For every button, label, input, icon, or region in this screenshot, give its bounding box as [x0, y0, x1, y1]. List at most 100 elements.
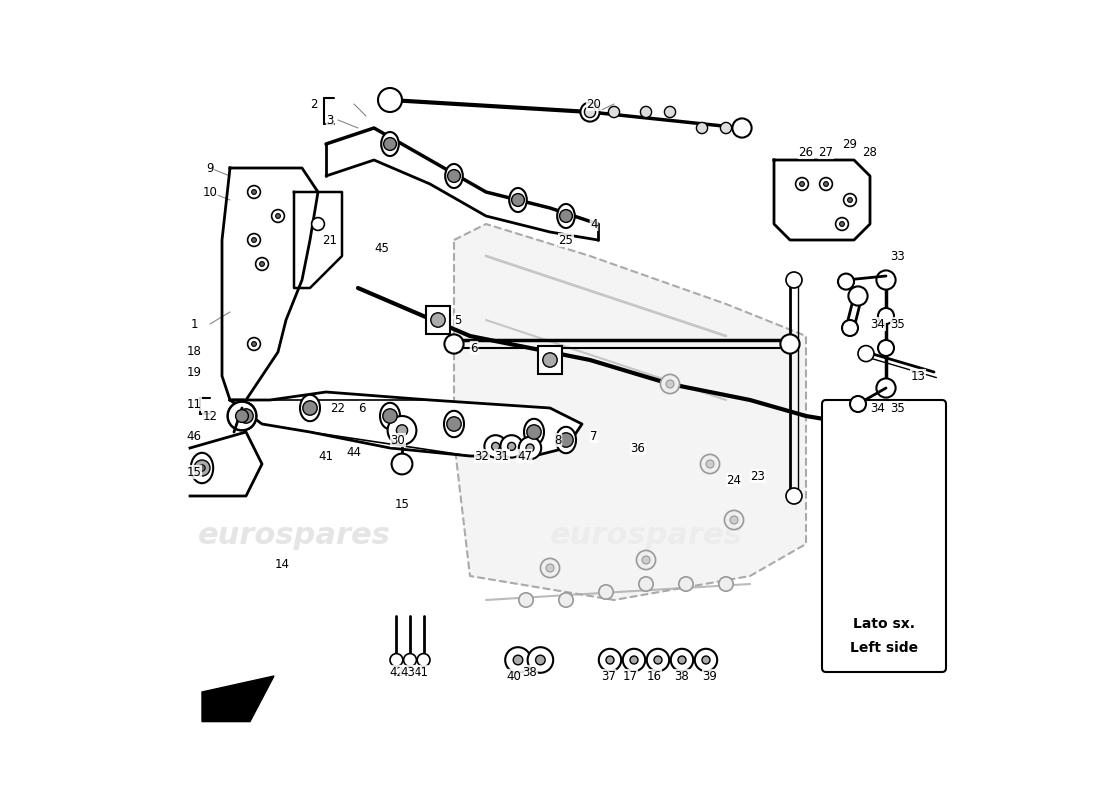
Text: 23: 23 [750, 470, 766, 482]
Circle shape [228, 402, 256, 430]
Circle shape [786, 272, 802, 288]
Text: 12: 12 [202, 410, 218, 422]
FancyBboxPatch shape [822, 400, 946, 672]
Text: 38: 38 [522, 666, 538, 678]
Circle shape [730, 516, 738, 524]
Bar [538, 346, 562, 374]
Circle shape [666, 380, 674, 388]
Ellipse shape [446, 164, 463, 188]
Circle shape [519, 437, 541, 459]
Circle shape [842, 320, 858, 336]
Circle shape [795, 178, 808, 190]
Ellipse shape [509, 188, 527, 212]
Text: 39: 39 [703, 670, 717, 682]
Circle shape [507, 442, 516, 450]
Circle shape [660, 374, 680, 394]
Circle shape [671, 649, 693, 671]
Text: 26: 26 [799, 146, 814, 158]
Text: 19: 19 [187, 366, 201, 378]
Circle shape [248, 338, 261, 350]
Circle shape [630, 656, 638, 664]
Circle shape [695, 649, 717, 671]
Circle shape [392, 454, 412, 474]
Text: 4: 4 [591, 218, 597, 230]
Circle shape [260, 262, 264, 266]
Text: 38: 38 [674, 670, 690, 682]
Circle shape [654, 656, 662, 664]
Circle shape [252, 342, 256, 346]
Circle shape [396, 425, 408, 436]
Text: 6: 6 [359, 402, 365, 414]
Polygon shape [222, 168, 318, 400]
Text: 41: 41 [319, 450, 333, 462]
Circle shape [239, 409, 253, 423]
Text: 42: 42 [389, 666, 404, 678]
Circle shape [505, 647, 531, 673]
Circle shape [536, 655, 546, 665]
Circle shape [848, 286, 868, 306]
Ellipse shape [556, 426, 576, 453]
Text: 20: 20 [586, 98, 602, 110]
Text: 36: 36 [630, 442, 646, 454]
Circle shape [877, 378, 895, 398]
Circle shape [733, 118, 751, 138]
Text: 30: 30 [390, 434, 406, 446]
Circle shape [302, 401, 317, 415]
Text: eurospares: eurospares [550, 522, 742, 550]
Text: 13: 13 [911, 370, 925, 382]
Circle shape [664, 106, 675, 118]
Circle shape [390, 654, 403, 666]
Circle shape [696, 122, 707, 134]
Text: 6: 6 [471, 342, 477, 354]
Text: 18: 18 [187, 346, 201, 358]
Circle shape [878, 308, 894, 324]
Circle shape [824, 182, 828, 186]
Circle shape [387, 416, 417, 445]
Polygon shape [202, 676, 274, 722]
Circle shape [194, 460, 210, 476]
Circle shape [606, 656, 614, 664]
Circle shape [718, 577, 734, 591]
Text: Left side: Left side [850, 641, 918, 655]
Circle shape [248, 234, 261, 246]
Ellipse shape [236, 402, 256, 429]
Circle shape [528, 647, 553, 673]
Text: 16: 16 [647, 670, 661, 682]
Circle shape [701, 454, 719, 474]
Polygon shape [774, 160, 870, 240]
Circle shape [527, 425, 541, 439]
Circle shape [526, 444, 534, 452]
Text: 27: 27 [818, 146, 834, 158]
Text: 35: 35 [891, 318, 905, 330]
Ellipse shape [382, 132, 399, 156]
Text: 45: 45 [375, 242, 389, 254]
Circle shape [725, 510, 744, 530]
Text: 34: 34 [870, 402, 886, 414]
Circle shape [623, 649, 646, 671]
Text: 21: 21 [322, 234, 338, 246]
Circle shape [844, 194, 857, 206]
Circle shape [877, 270, 895, 290]
Text: 40: 40 [507, 670, 521, 682]
Circle shape [639, 577, 653, 591]
Text: 44: 44 [346, 446, 362, 458]
Circle shape [679, 577, 693, 591]
Text: 28: 28 [862, 146, 878, 158]
Text: 14: 14 [275, 558, 289, 570]
Circle shape [248, 186, 261, 198]
Circle shape [484, 435, 507, 458]
Circle shape [839, 222, 845, 226]
Text: 8: 8 [554, 434, 562, 446]
Circle shape [800, 182, 804, 186]
Text: 10: 10 [202, 186, 218, 198]
Ellipse shape [379, 402, 400, 429]
Circle shape [500, 435, 522, 458]
Circle shape [447, 417, 461, 431]
Ellipse shape [444, 411, 464, 437]
Circle shape [560, 210, 572, 222]
Circle shape [642, 556, 650, 564]
Polygon shape [190, 432, 262, 496]
Ellipse shape [558, 204, 575, 228]
Circle shape [608, 106, 619, 118]
Circle shape [519, 593, 534, 607]
